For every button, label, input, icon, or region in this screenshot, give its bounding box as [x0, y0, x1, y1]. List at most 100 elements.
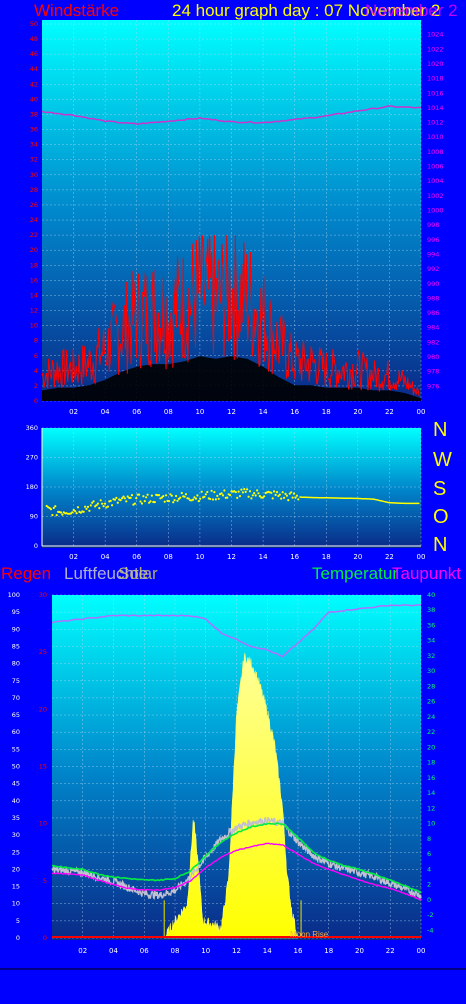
- temperature-tick-label: 36: [427, 621, 435, 629]
- direction-point: [236, 496, 239, 499]
- moon-rise-label: Moon Rise: [290, 930, 329, 939]
- direction-point: [169, 493, 172, 496]
- direction-point: [88, 509, 91, 512]
- direction-point: [103, 502, 107, 505]
- temperature-tick-label: 20: [427, 743, 435, 751]
- direction-point: [280, 497, 283, 500]
- direction-point: [101, 502, 104, 505]
- compass-n-top: N: [433, 419, 448, 441]
- y-left-tick-label: 36: [30, 126, 38, 134]
- direction-point: [173, 499, 176, 502]
- y-left-tick-label: 4: [34, 367, 38, 375]
- x-tick-label: 02: [78, 947, 87, 955]
- direction-point: [223, 489, 226, 492]
- direction-point: [51, 513, 54, 517]
- x-tick-label: 12: [227, 408, 236, 416]
- y-right-tick-label: 1022: [427, 45, 444, 53]
- x-tick-label: 18: [322, 408, 331, 416]
- direction-point: [210, 489, 213, 492]
- direction-point: [209, 497, 212, 501]
- direction-point: [211, 498, 215, 501]
- x-tick-label: 10: [195, 553, 204, 561]
- y-left-tick-label: 20: [30, 246, 38, 254]
- compass-w: W: [433, 449, 452, 471]
- compass-n-bottom: N: [433, 534, 448, 556]
- temperature-tick-label: -4: [427, 926, 433, 934]
- x-tick-label: 06: [132, 408, 141, 416]
- compass-o: O: [433, 506, 449, 528]
- y-left-tick-label: 18: [30, 261, 38, 269]
- direction-point: [226, 496, 229, 499]
- temperature-line: [51, 822, 422, 894]
- direction-point: [146, 493, 149, 496]
- humidity-tick-label: 45: [12, 780, 20, 788]
- humidity-tick-label: 55: [12, 745, 20, 753]
- wind-base-area: [42, 356, 421, 401]
- x-tick-label: 06: [132, 553, 141, 561]
- direction-point: [139, 500, 142, 503]
- direction-point: [170, 494, 173, 497]
- direction-point: [234, 491, 237, 494]
- direction-point: [285, 494, 288, 497]
- y-right-tick-label: 1018: [427, 75, 444, 83]
- temperature-tick-label: 18: [427, 759, 435, 767]
- direction-point: [244, 490, 247, 493]
- direction-point: [121, 497, 124, 500]
- direction-point: [133, 502, 136, 505]
- x-tick-label: 14: [259, 553, 268, 561]
- y-right-tick-label: 988: [427, 294, 439, 302]
- y-left-tick-label: 34: [30, 141, 38, 149]
- y-left-tick-label: 24: [30, 216, 38, 224]
- rain-tick-label: 30: [39, 591, 47, 599]
- y-right-tick-label: 1020: [427, 60, 444, 68]
- direction-point: [148, 501, 151, 504]
- direction-point: [85, 507, 88, 510]
- direction-tick-label: 360: [26, 424, 38, 432]
- x-tick-label: 16: [290, 408, 299, 416]
- x-tick-label: 08: [171, 947, 180, 955]
- direction-tick-label: 270: [26, 454, 38, 462]
- direction-point: [281, 491, 284, 494]
- temperature-tick-label: 30: [427, 667, 435, 675]
- y-right-tick-label: 986: [427, 309, 439, 317]
- y-right-tick-label: 990: [427, 280, 439, 288]
- y-left-tick-label: 50: [30, 20, 38, 28]
- x-tick-label: 00: [417, 947, 426, 955]
- direction-point: [288, 492, 291, 495]
- direction-point: [196, 494, 199, 497]
- direction-point: [52, 506, 55, 509]
- direction-point: [79, 511, 82, 514]
- direction-point: [92, 500, 95, 503]
- direction-point: [206, 490, 209, 494]
- y-left-tick-label: 2: [34, 382, 38, 390]
- direction-point: [257, 492, 260, 495]
- x-tick-label: 04: [101, 408, 110, 416]
- y-left-tick-label: 42: [30, 80, 38, 88]
- y-right-tick-label: 992: [427, 265, 439, 273]
- direction-point: [59, 511, 63, 514]
- rain-tick-label: 0: [43, 934, 47, 942]
- direction-point: [199, 497, 202, 500]
- direction-point: [271, 497, 274, 500]
- x-tick-label: 20: [355, 947, 364, 955]
- direction-point: [61, 513, 64, 516]
- direction-point: [290, 491, 293, 494]
- direction-point: [89, 504, 92, 507]
- x-tick-label: 04: [101, 553, 110, 561]
- humidity-tick-label: 0: [16, 934, 20, 942]
- humidity-tick-label: 95: [12, 608, 20, 616]
- wind-line: [41, 234, 420, 397]
- x-tick-label: 22: [385, 408, 394, 416]
- page-title: 24 hour graph day : 07 November 2: [172, 1, 441, 20]
- direction-point: [258, 495, 261, 498]
- humidity-tick-label: 90: [12, 625, 20, 633]
- temperature-tick-label: -2: [427, 911, 433, 919]
- direction-point: [122, 495, 125, 498]
- direction-point: [167, 500, 171, 503]
- direction-point: [140, 502, 144, 505]
- direction-point: [126, 495, 129, 498]
- direction-point: [149, 500, 152, 503]
- direction-point: [263, 495, 266, 498]
- y-left-tick-label: 8: [34, 337, 38, 345]
